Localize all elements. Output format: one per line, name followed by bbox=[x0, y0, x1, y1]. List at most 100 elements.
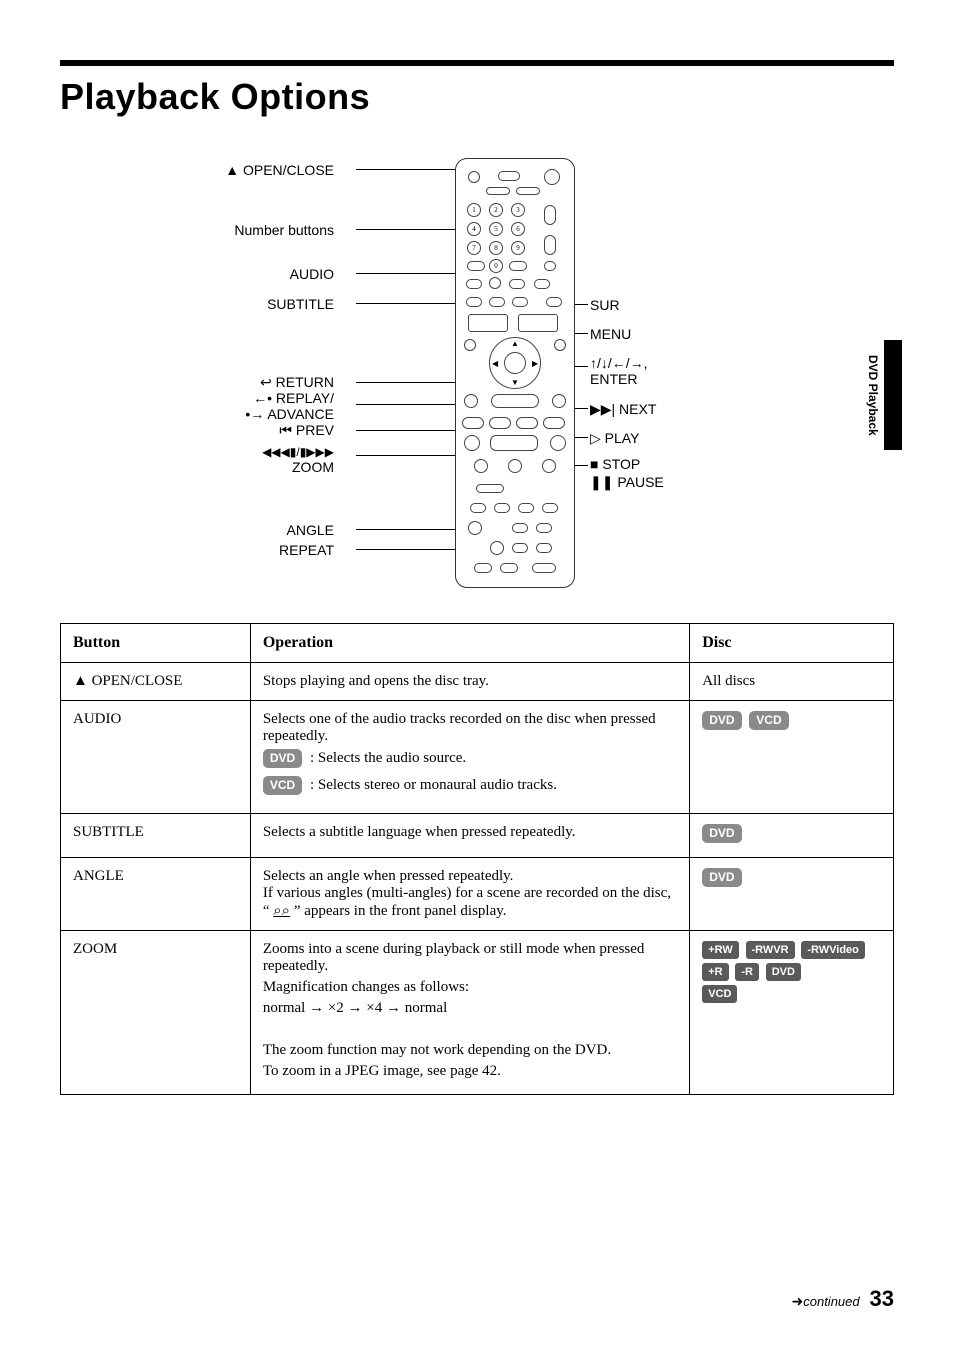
label-scan: ◀◀◀▮/▮▶▶▶ bbox=[262, 444, 334, 460]
side-section-label: DVD Playback bbox=[866, 355, 880, 436]
remote-btn-scan-rev bbox=[464, 435, 480, 451]
remote-btn bbox=[544, 261, 556, 271]
label-menu: MENU bbox=[590, 326, 631, 342]
remote-numpad-1: 1 bbox=[467, 203, 481, 217]
remote-btn bbox=[464, 339, 476, 351]
remote-numpad-5: 5 bbox=[489, 222, 503, 236]
disc-badge: VCD bbox=[749, 711, 788, 730]
label-subtitle: SUBTITLE bbox=[267, 296, 334, 312]
remote-btn bbox=[509, 261, 527, 271]
remote-btn bbox=[516, 187, 540, 195]
disc-badge: VCD bbox=[702, 985, 737, 1003]
label-audio: AUDIO bbox=[290, 266, 334, 282]
cell-button: ZOOM bbox=[61, 931, 251, 1095]
remote-btn-menu bbox=[554, 339, 566, 351]
remote-numpad-6: 6 bbox=[511, 222, 525, 236]
leader-line bbox=[356, 169, 464, 170]
remote-numpad-3: 3 bbox=[511, 203, 525, 217]
cell-disc: DVD bbox=[690, 858, 894, 931]
op-text: Selects a subtitle language when pressed… bbox=[263, 824, 576, 840]
page-title: Playback Options bbox=[60, 76, 894, 118]
cell-disc: DVD VCD bbox=[690, 701, 894, 814]
remote-btn bbox=[509, 279, 525, 289]
remote-btn-pause bbox=[508, 459, 522, 473]
op-text: Selects an angle when pressed repeatedly… bbox=[263, 868, 514, 884]
label-arrows: ↑/↓/←/→, bbox=[590, 355, 648, 371]
remote-numpad-8: 8 bbox=[489, 241, 503, 255]
label-open-close: ▲ OPEN/CLOSE bbox=[225, 162, 334, 178]
remote-btn bbox=[489, 277, 501, 289]
table-row: SUBTITLE Selects a subtitle language whe… bbox=[61, 814, 894, 858]
remote-btn-play bbox=[490, 435, 538, 451]
cell-disc: DVD bbox=[690, 814, 894, 858]
th-operation: Operation bbox=[250, 624, 689, 663]
remote-btn bbox=[518, 314, 558, 332]
label-zoom: ZOOM bbox=[292, 459, 334, 475]
continued-label: continued bbox=[803, 1294, 859, 1309]
remote-btn bbox=[512, 543, 528, 553]
label-replay: ←• REPLAY/ bbox=[253, 390, 334, 406]
remote-diagram: ▲ OPEN/CLOSE Number buttons AUDIO SUBTIT… bbox=[60, 148, 894, 598]
remote-btn bbox=[552, 394, 566, 408]
op-line: Selects one of the audio tracks recorded… bbox=[263, 711, 677, 745]
remote-dpad-enter bbox=[504, 352, 526, 374]
op-line: Zooms into a scene during playback or st… bbox=[263, 941, 677, 975]
remote-btn bbox=[474, 563, 492, 573]
label-enter: ENTER bbox=[590, 371, 637, 387]
cell-button: AUDIO bbox=[61, 701, 251, 814]
label-return: ↩ RETURN bbox=[260, 374, 334, 390]
remote-btn-audio bbox=[466, 279, 482, 289]
cell-operation: Zooms into a scene during playback or st… bbox=[250, 931, 689, 1095]
disc-badge: DVD bbox=[702, 824, 741, 843]
remote-btn bbox=[542, 503, 558, 513]
leader-line bbox=[356, 455, 462, 456]
label-number-buttons: Number buttons bbox=[234, 222, 334, 238]
remote-btn-prev bbox=[462, 417, 484, 429]
remote-btn bbox=[516, 417, 538, 429]
remote-btn bbox=[512, 523, 528, 533]
remote-btn bbox=[534, 279, 550, 289]
arrow-icon: ➜ bbox=[792, 1293, 804, 1309]
remote-btn-stop bbox=[542, 459, 556, 473]
remote-btn-scan-fwd bbox=[550, 435, 566, 451]
remote-btn-sur bbox=[546, 297, 562, 307]
remote-btn bbox=[494, 503, 510, 513]
cell-disc: +RW -RWVR -RWVideo +R -R DVD VCD bbox=[690, 931, 894, 1095]
badge-vcd: VCD bbox=[263, 776, 302, 795]
remote-btn-power bbox=[544, 169, 560, 185]
remote-btn bbox=[512, 297, 528, 307]
th-button: Button bbox=[61, 624, 251, 663]
remote-btn-zoom bbox=[474, 459, 488, 473]
op-line: The zoom function may not work depending… bbox=[263, 1042, 677, 1059]
remote-btn-next bbox=[543, 417, 565, 429]
op-text: : Selects the audio source. bbox=[310, 750, 466, 766]
label-pause: ❚❚ PAUSE bbox=[590, 474, 664, 491]
remote-btn-vol-dn bbox=[544, 235, 556, 255]
angle-icon: ⌕⌕ bbox=[273, 902, 290, 919]
disc-badge: +R bbox=[702, 963, 728, 981]
label-repeat: REPEAT bbox=[279, 542, 334, 558]
remote-btn bbox=[498, 171, 520, 181]
op-text: : Selects stereo or monaural audio track… bbox=[310, 777, 557, 793]
cell-button: SUBTITLE bbox=[61, 814, 251, 858]
remote-btn-subtitle bbox=[466, 297, 482, 307]
label-prev: ⏮ PREV bbox=[279, 422, 334, 438]
section-rule bbox=[60, 60, 894, 66]
remote-btn bbox=[532, 563, 556, 573]
dpad-left-icon: ◀ bbox=[492, 359, 498, 368]
remote-body: 1 2 3 4 5 6 7 8 9 0 ▲ ▼ ◀ ▶ bbox=[455, 158, 575, 588]
op-line: VCD : Selects stereo or monaural audio t… bbox=[263, 776, 677, 799]
disc-badge: +RW bbox=[702, 941, 739, 959]
disc-badge: -RWVR bbox=[746, 941, 795, 959]
remote-btn-eject bbox=[468, 171, 480, 183]
cell-operation: Selects an angle when pressed repeatedly… bbox=[250, 858, 689, 931]
table-row: ANGLE Selects an angle when pressed repe… bbox=[61, 858, 894, 931]
cell-operation: Stops playing and opens the disc tray. bbox=[250, 663, 689, 701]
cell-disc: All discs bbox=[690, 663, 894, 701]
remote-numpad-7: 7 bbox=[467, 241, 481, 255]
cell-button: ▲ OPEN/CLOSE bbox=[61, 663, 251, 701]
remote-numpad-4: 4 bbox=[467, 222, 481, 236]
remote-btn bbox=[489, 297, 505, 307]
op-text: Stops playing and opens the disc tray. bbox=[263, 673, 489, 689]
remote-btn bbox=[536, 543, 552, 553]
